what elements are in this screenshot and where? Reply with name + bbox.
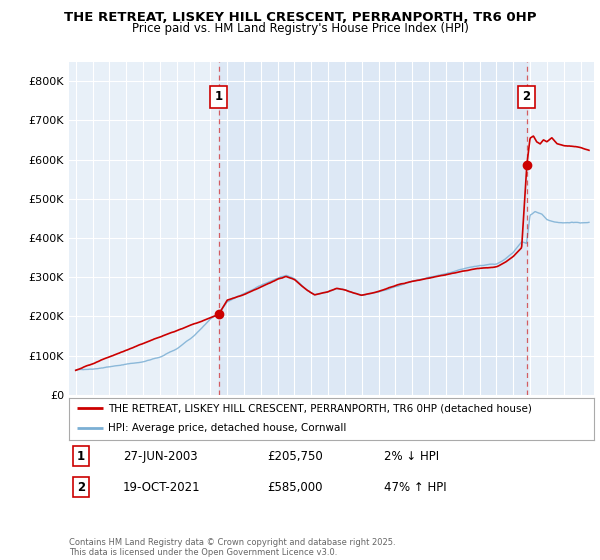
- Text: 1: 1: [215, 90, 223, 104]
- Text: 1: 1: [77, 450, 85, 463]
- Text: £205,750: £205,750: [267, 450, 323, 463]
- Text: 27-JUN-2003: 27-JUN-2003: [123, 450, 197, 463]
- Text: 19-OCT-2021: 19-OCT-2021: [123, 480, 200, 494]
- Text: 2% ↓ HPI: 2% ↓ HPI: [384, 450, 439, 463]
- Text: THE RETREAT, LISKEY HILL CRESCENT, PERRANPORTH, TR6 0HP (detached house): THE RETREAT, LISKEY HILL CRESCENT, PERRA…: [109, 403, 532, 413]
- Bar: [218, 62, 527, 395]
- Text: Contains HM Land Registry data © Crown copyright and database right 2025.
This d: Contains HM Land Registry data © Crown c…: [69, 538, 395, 557]
- Text: THE RETREAT, LISKEY HILL CRESCENT, PERRANPORTH, TR6 0HP: THE RETREAT, LISKEY HILL CRESCENT, PERRA…: [64, 11, 536, 24]
- Text: 2: 2: [523, 90, 530, 104]
- Text: £585,000: £585,000: [267, 480, 323, 494]
- Text: 2: 2: [77, 480, 85, 494]
- Text: 47% ↑ HPI: 47% ↑ HPI: [384, 480, 446, 494]
- Text: HPI: Average price, detached house, Cornwall: HPI: Average price, detached house, Corn…: [109, 423, 347, 433]
- Text: Price paid vs. HM Land Registry's House Price Index (HPI): Price paid vs. HM Land Registry's House …: [131, 22, 469, 35]
